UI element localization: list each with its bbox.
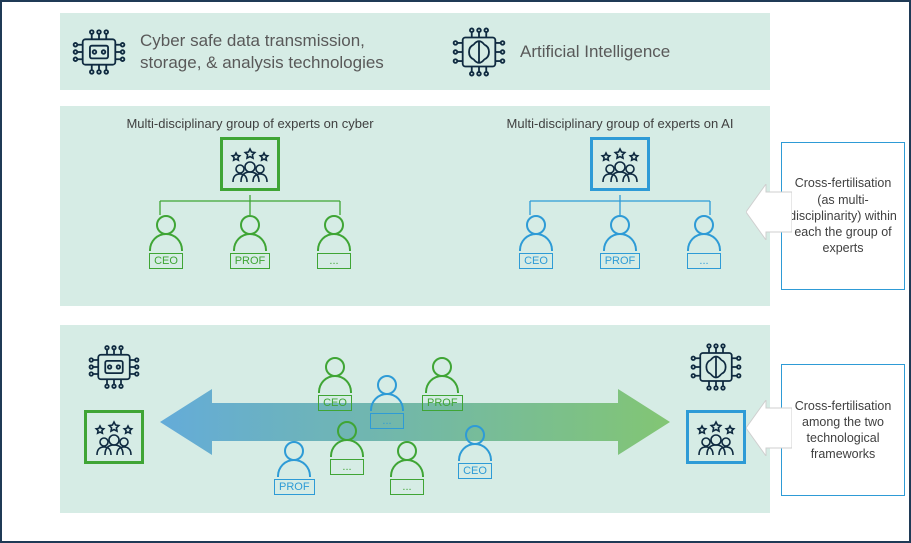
person-body-icon [277, 459, 311, 477]
person-head-icon [324, 215, 344, 235]
person-body-icon [370, 393, 404, 411]
person-head-icon [240, 215, 260, 235]
group-cyber-title: Multi-disciplinary group of experts on c… [90, 116, 410, 131]
callout-box-2: Cross-fertilisation among the two techno… [781, 364, 905, 496]
person-head-icon [337, 421, 357, 441]
member-item: PROF [594, 215, 646, 269]
person-head-icon [694, 215, 714, 235]
person-body-icon [519, 233, 553, 251]
member-item: PROF [224, 215, 276, 269]
ai-brain-chip-icon [688, 339, 744, 400]
panel-expert-groups: Multi-disciplinary group of experts on c… [60, 106, 770, 306]
members-row-ai: CEO PROF ... [460, 215, 780, 269]
person-head-icon [156, 215, 176, 235]
person-head-icon [432, 357, 452, 377]
member-role-tag: PROF [422, 395, 463, 411]
member-role-tag: ... [390, 479, 424, 495]
person-body-icon [425, 375, 459, 393]
experts-stars-icon [91, 417, 137, 457]
person-head-icon [397, 441, 417, 461]
person-body-icon [233, 233, 267, 251]
ai-brain-chip-icon [450, 23, 508, 81]
lead-box-cyber [220, 137, 280, 191]
hierarchy-bracket [135, 195, 365, 217]
callout-text-2: Cross-fertilisation among the two techno… [788, 398, 898, 463]
person-body-icon [603, 233, 637, 251]
callout-arrow-icon [746, 400, 792, 461]
callout-box-1: Cross-fertilisation (as multi-disciplina… [781, 142, 905, 290]
person-body-icon [149, 233, 183, 251]
floating-member: PROF [274, 441, 315, 495]
person-body-icon [317, 233, 351, 251]
cyber-chip-icon [86, 339, 142, 400]
header-ai-label: Artificial Intelligence [520, 41, 670, 62]
member-role-tag: PROF [274, 479, 315, 495]
panel-cross-fertilisation: CEO... PROF... PROF... CEO [60, 325, 770, 513]
member-role-tag: ... [330, 459, 364, 475]
person-head-icon [377, 375, 397, 395]
person-body-icon [330, 439, 364, 457]
person-body-icon [390, 459, 424, 477]
person-head-icon [526, 215, 546, 235]
member-item: ... [678, 215, 730, 269]
member-item: CEO [140, 215, 192, 269]
group-cyber: Multi-disciplinary group of experts on c… [90, 116, 410, 269]
member-role-tag: ... [370, 413, 404, 429]
callout-text-1: Cross-fertilisation (as multi-disciplina… [788, 175, 898, 256]
diagram-canvas: Cyber safe data transmission, storage, &… [0, 0, 911, 543]
floating-member: CEO [318, 357, 352, 411]
member-role-tag: CEO [458, 463, 492, 479]
member-item: CEO [510, 215, 562, 269]
floating-member: CEO [458, 425, 492, 479]
person-head-icon [610, 215, 630, 235]
panel-header: Cyber safe data transmission, storage, &… [60, 13, 770, 90]
person-head-icon [325, 357, 345, 377]
person-body-icon [458, 443, 492, 461]
member-item: ... [308, 215, 360, 269]
floating-member: ... [370, 375, 404, 429]
member-role-tag: ... [317, 253, 351, 269]
p3-right-icons [676, 339, 756, 464]
lead-box-ai [590, 137, 650, 191]
cyber-chip-icon [70, 23, 128, 81]
member-role-tag: PROF [230, 253, 271, 269]
member-role-tag: CEO [149, 253, 183, 269]
member-role-tag: ... [687, 253, 721, 269]
members-row-cyber: CEO PROF ... [90, 215, 410, 269]
experts-stars-icon [693, 417, 739, 457]
person-body-icon [687, 233, 721, 251]
header-row: Cyber safe data transmission, storage, &… [60, 13, 770, 90]
lead-box-ai [686, 410, 746, 464]
floating-member: PROF [422, 357, 463, 411]
group-ai-title: Multi-disciplinary group of experts on A… [460, 116, 780, 131]
member-role-tag: CEO [318, 395, 352, 411]
person-head-icon [465, 425, 485, 445]
floating-member: ... [330, 421, 364, 475]
hierarchy-bracket [505, 195, 735, 217]
person-body-icon [318, 375, 352, 393]
member-role-tag: CEO [519, 253, 553, 269]
experts-stars-icon [227, 144, 273, 184]
experts-stars-icon [597, 144, 643, 184]
callout-arrow-icon [746, 184, 792, 245]
p3-left-icons [74, 339, 154, 464]
lead-box-cyber [84, 410, 144, 464]
header-cyber-label: Cyber safe data transmission, storage, &… [140, 30, 420, 73]
group-ai: Multi-disciplinary group of experts on A… [460, 116, 780, 269]
member-role-tag: PROF [600, 253, 641, 269]
person-head-icon [284, 441, 304, 461]
floating-member: ... [390, 441, 424, 495]
